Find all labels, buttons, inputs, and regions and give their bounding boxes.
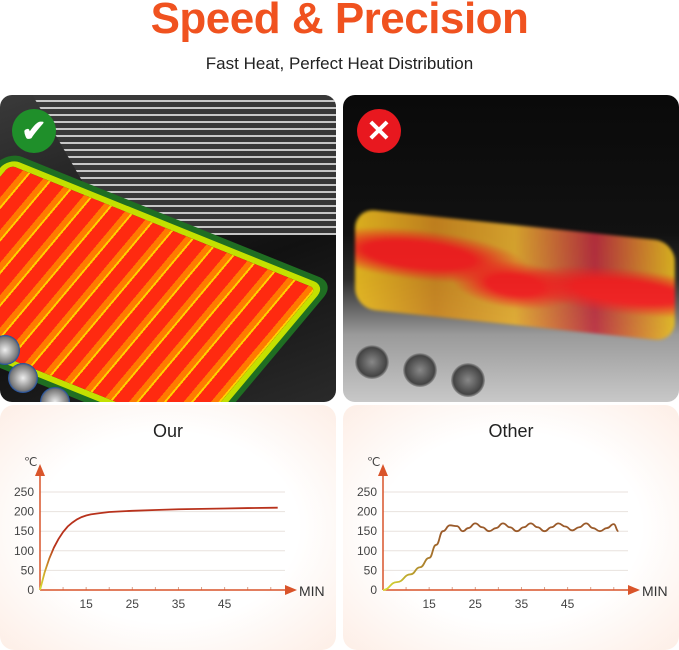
x-icon: ✕ bbox=[357, 109, 401, 153]
x-tick-label: 45 bbox=[561, 597, 575, 611]
control-knobs bbox=[0, 335, 130, 402]
y-tick-label: 100 bbox=[14, 544, 34, 558]
y-tick-label: 0 bbox=[370, 583, 377, 597]
x-tick-label: 15 bbox=[422, 597, 436, 611]
y-axis-arrow bbox=[378, 464, 388, 476]
y-axis-arrow bbox=[35, 464, 45, 476]
y-tick-label: 50 bbox=[21, 563, 35, 577]
y-axis-unit: ℃ bbox=[24, 455, 37, 469]
y-tick-label: 150 bbox=[357, 524, 377, 538]
y-axis-unit: ℃ bbox=[367, 455, 380, 469]
y-tick-label: 100 bbox=[357, 544, 377, 558]
x-axis-label: MIN bbox=[299, 583, 325, 599]
y-tick-label: 200 bbox=[357, 505, 377, 519]
other-chart-panel: Other 0 50 100 150 200 250 15 25 35 45 ℃ MIN bbox=[343, 405, 679, 650]
our-temperature-chart: 0 50 100 150 200 250 15 25 35 45 ℃ MIN bbox=[14, 455, 325, 611]
our-grill-heat-photo: ✔ bbox=[0, 95, 336, 402]
x-tick-label: 35 bbox=[515, 597, 529, 611]
y-tick-label: 250 bbox=[357, 485, 377, 499]
check-icon: ✔ bbox=[12, 109, 56, 153]
x-tick-label: 15 bbox=[79, 597, 93, 611]
x-tick-label: 45 bbox=[218, 597, 232, 611]
other-grill-heat-photo: ✕ bbox=[343, 95, 679, 402]
x-axis-label: MIN bbox=[642, 583, 668, 599]
uneven-heat-map bbox=[355, 208, 675, 342]
page-title: Speed & Precision bbox=[150, 0, 529, 43]
other-temperature-chart: 0 50 100 150 200 250 15 25 35 45 ℃ MIN bbox=[357, 455, 668, 611]
temperature-curve bbox=[39, 506, 278, 591]
y-tick-label: 250 bbox=[14, 485, 34, 499]
x-tick-label: 25 bbox=[126, 597, 140, 611]
y-tick-label: 200 bbox=[14, 505, 34, 519]
x-tick-label: 25 bbox=[469, 597, 483, 611]
chart-title: Other bbox=[488, 421, 534, 441]
temperature-curve bbox=[382, 522, 619, 591]
x-tick-label: 35 bbox=[172, 597, 186, 611]
our-chart-panel: Our 0 50 100 150 200 250 15 25 35 45 ℃ MIN bbox=[0, 405, 336, 650]
x-axis-arrow bbox=[285, 585, 297, 595]
chart-title: Our bbox=[152, 421, 183, 441]
x-axis-arrow bbox=[628, 585, 640, 595]
page-subtitle: Fast Heat, Perfect Heat Distribution bbox=[205, 54, 474, 73]
y-tick-label: 150 bbox=[14, 524, 34, 538]
y-tick-label: 0 bbox=[27, 583, 34, 597]
y-tick-label: 50 bbox=[364, 563, 378, 577]
